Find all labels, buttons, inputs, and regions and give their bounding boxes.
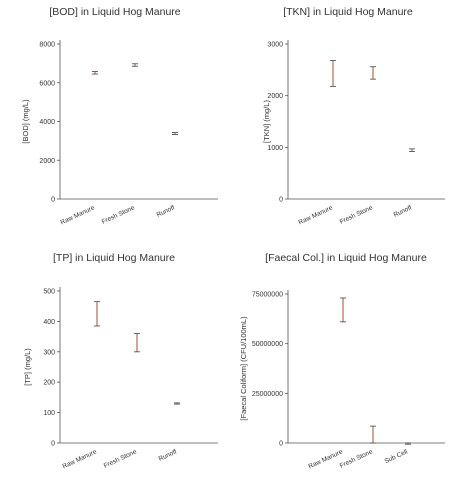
error-bar — [172, 132, 178, 135]
y-tick-label: 3000 — [267, 42, 283, 49]
chart-title: [TKN] in Liquid Hog Manure — [283, 6, 413, 18]
category-label: Runoff — [393, 204, 413, 218]
y-tick-label: 100 — [43, 410, 55, 417]
error-bar — [174, 402, 180, 405]
category-label: Runoff — [156, 204, 176, 218]
tkn-chart: [TKN] in Liquid Hog Manure 0 1000 2000 3000 [… — [262, 6, 445, 226]
error-bar — [92, 71, 98, 75]
category-label: Fresh Stone — [339, 204, 374, 225]
y-tick-label: 25000000 — [252, 391, 283, 398]
y-tick-label: 400 — [43, 319, 55, 326]
y-tick-label: 2000 — [267, 93, 283, 100]
y-axis-label: [Faecal Coliform] (CFU/100mL) — [239, 316, 248, 421]
error-bar — [94, 301, 100, 327]
y-tick-label: 6000 — [39, 80, 55, 87]
y-tick-label: 4000 — [39, 119, 55, 126]
error-bar — [370, 66, 376, 80]
y-tick-label: 0 — [51, 441, 55, 448]
y-tick-label: 75000000 — [252, 292, 283, 299]
error-bar — [370, 425, 376, 444]
y-tick-label: 300 — [43, 349, 55, 356]
chart-title: [Faecal Col.] in Liquid Hog Manure — [265, 252, 427, 264]
y-tick-label: 1000 — [267, 145, 283, 152]
chart-title: [TP] in Liquid Hog Manure — [53, 252, 175, 264]
error-bar — [405, 442, 411, 445]
faecal-coliform-chart: [Faecal Col.] in Liquid Hog Manure 0 25000… — [239, 252, 445, 470]
y-axis-label: [TKN] (mg/L) — [262, 100, 271, 143]
category-label: Fresh Stone — [103, 448, 138, 469]
y-tick-label: 8000 — [39, 42, 55, 49]
chart-title: [BOD] in Liquid Hog Manure — [49, 6, 180, 18]
y-tick-label: 0 — [279, 441, 283, 448]
y-tick-label: 2000 — [39, 158, 55, 165]
y-tick-label: 0 — [51, 197, 55, 204]
error-bar — [330, 60, 336, 87]
bod-chart: [BOD] in Liquid Hog Manure 0 2000 4000 6000 8… — [21, 6, 218, 226]
category-label: Fresh Stone — [101, 204, 136, 225]
category-label: Raw Manure — [297, 204, 334, 226]
category-label: Runoff — [158, 448, 178, 462]
category-label: Raw Manure — [59, 204, 96, 226]
category-label: Raw Manure — [61, 448, 98, 470]
y-tick-label: 0 — [279, 197, 283, 204]
category-label: Fresh Stone — [339, 448, 374, 469]
error-bar — [409, 148, 415, 152]
y-tick-label: 50000000 — [252, 341, 283, 348]
error-bar — [340, 297, 346, 323]
error-bar — [132, 63, 138, 67]
category-label: Raw Manure — [307, 448, 344, 470]
error-bar — [134, 333, 140, 353]
y-tick-label: 500 — [43, 289, 55, 296]
category-label: Sub Cell — [384, 448, 410, 465]
y-axis-label: [TP] (mg/L) — [23, 348, 32, 386]
y-tick-label: 200 — [43, 380, 55, 387]
y-axis-label: [BOD] (mg/L) — [21, 99, 30, 144]
tp-chart: [TP] in Liquid Hog Manure 0 100 200 300 400 50… — [23, 252, 218, 470]
